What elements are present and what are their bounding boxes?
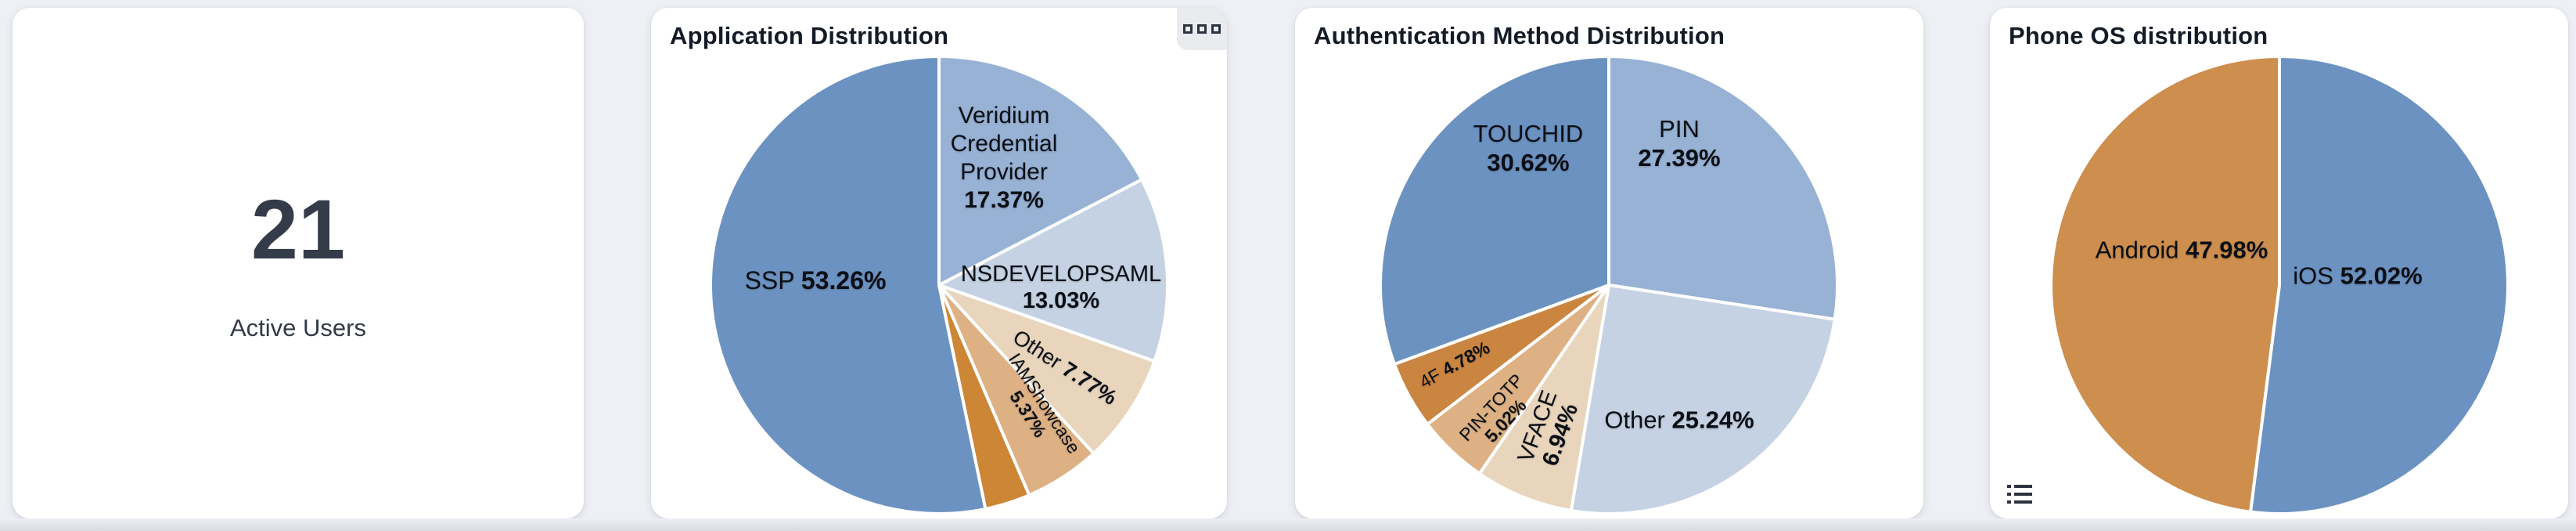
- pie-slice-ssp[interactable]: [709, 55, 988, 515]
- pie-svg: [2049, 55, 2509, 515]
- legend-list-icon[interactable]: [2007, 484, 2032, 504]
- panel-squares-icon: [1183, 24, 1193, 34]
- pie-svg: [1379, 55, 1839, 515]
- pie-slice-other[interactable]: [1569, 284, 1837, 515]
- pie-slice-vface[interactable]: [1477, 284, 1610, 513]
- active-users-count: 21: [250, 181, 346, 276]
- panel-squares-icon: [1197, 24, 1207, 34]
- pie-slice-touchid[interactable]: [1379, 55, 1610, 367]
- application-distribution-card: Application Distribution Veridium Credent…: [651, 8, 1227, 518]
- pie-slice-other[interactable]: [937, 284, 1157, 455]
- application-distribution-title: Application Distribution: [670, 22, 949, 49]
- phone-os-distribution-title: Phone OS distribution: [2009, 22, 2268, 49]
- phone-os-distribution-pie-chart: iOS 52.02% Android 47.98%: [1990, 8, 2568, 518]
- pie-slice-pin[interactable]: [1607, 55, 1839, 321]
- pie-slice-nsdevelopsaml[interactable]: [937, 178, 1169, 363]
- pie-slice-veridium-credential-provider[interactable]: [937, 55, 1144, 287]
- panel-squares-icon: [1211, 24, 1221, 34]
- phone-os-distribution-card: Phone OS distribution iOS 52.02% Android …: [1990, 8, 2568, 518]
- application-distribution-pie-chart: Veridium Credential Provider 17.37% NSDEVELO…: [651, 8, 1227, 518]
- authentication-method-distribution-card: Authentication Method Distribution PIN 27…: [1295, 8, 1923, 518]
- active-users-label: Active Users: [230, 313, 366, 341]
- pie-slice-android[interactable]: [2049, 55, 2281, 514]
- pie-svg: [709, 55, 1169, 515]
- authentication-method-distribution-title: Authentication Method Distribution: [1314, 22, 1725, 49]
- authentication-method-distribution-pie-chart: PIN 27.39% Other 25.24% VFACE 6.94% PIN-TOTP 5…: [1295, 8, 1923, 518]
- panel-menu-button[interactable]: [1177, 8, 1227, 50]
- page-bottom-shadow: [0, 518, 2576, 531]
- active-users-card: 21 Active Users: [13, 8, 584, 518]
- pie-slice-ios[interactable]: [2249, 55, 2509, 515]
